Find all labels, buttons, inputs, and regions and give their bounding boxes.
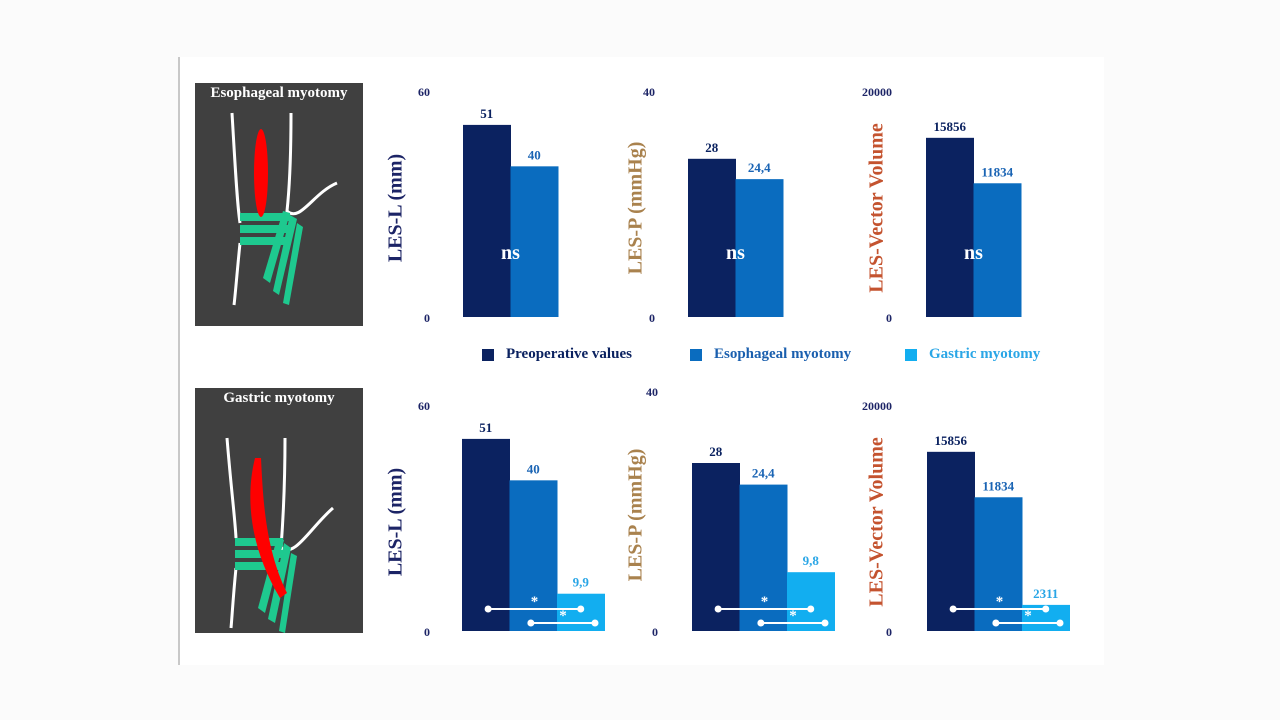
esophageal-myotomy-illustration: Esophageal myotomy — [195, 83, 363, 326]
y-tick-label: 0 — [886, 311, 892, 325]
data-label: 15856 — [934, 119, 967, 134]
significance-dot — [821, 619, 829, 627]
significance-dot — [484, 605, 492, 613]
significance-bracket: * — [992, 608, 1064, 627]
y-tick-label: 60 — [418, 85, 430, 99]
data-label: 40 — [527, 461, 540, 476]
bar-esophageal-myotomy — [739, 484, 788, 631]
significance-dot — [1056, 619, 1064, 627]
chart-1: 0 60 LES-L (mm) 51 40 ns — [385, 85, 559, 325]
bar-esophageal-myotomy — [735, 179, 784, 317]
data-label: 24,4 — [752, 466, 775, 481]
significance-star: * — [559, 608, 567, 624]
data-label: 51 — [480, 106, 493, 121]
data-label: 15856 — [935, 433, 968, 448]
data-label: 9,9 — [573, 575, 590, 590]
bar-preoperative-values — [692, 463, 740, 631]
significance-star: * — [996, 594, 1004, 610]
y-tick-label: 0 — [886, 625, 892, 639]
legend-item-preoperative: Preoperative values — [482, 346, 632, 363]
significance-dot — [577, 605, 585, 613]
significance-ns-label: ns — [726, 242, 745, 264]
chart-2: 0 40 LES-P (mmHg) 28 24,4 ns — [625, 85, 784, 325]
significance-star: * — [761, 594, 769, 610]
significance-bracket: * — [484, 594, 585, 613]
significance-dot — [807, 605, 815, 613]
y-tick-label: 0 — [424, 311, 430, 325]
stomach-diagram-icon — [225, 437, 334, 633]
bar-preoperative-values — [926, 137, 974, 317]
significance-dot — [1042, 605, 1050, 613]
significance-bracket: * — [949, 594, 1050, 613]
significance-dot — [992, 619, 1000, 627]
y-axis-label: LES-Vector Volume — [866, 123, 888, 293]
significance-dot — [591, 619, 599, 627]
significance-star: * — [1024, 608, 1032, 624]
data-label: 9,8 — [803, 553, 820, 568]
data-label: 24,4 — [748, 160, 771, 175]
significance-dot — [527, 619, 535, 627]
y-tick-label: 20000 — [862, 399, 892, 413]
data-label: 51 — [479, 420, 492, 435]
legend-swatch — [690, 348, 702, 361]
bar-esophageal-myotomy — [509, 480, 558, 631]
legend-label: Gastric myotomy — [929, 346, 1041, 362]
y-axis-label: LES-L (mm) — [385, 468, 407, 576]
significance-dot — [714, 605, 722, 613]
y-axis-label: LES-P (mmHg) — [625, 449, 647, 582]
significance-star: * — [531, 594, 539, 610]
data-label: 40 — [528, 147, 541, 162]
significance-ns-label: ns — [964, 242, 983, 264]
chart-3: 0 20000 LES-Vector Volume 15856 11834 ns — [862, 85, 1022, 325]
significance-bracket: * — [757, 608, 829, 627]
chart-5: 0 40 LES-P (mmHg) 28 24,4 9,8 * * — [625, 385, 835, 639]
significance-bracket: * — [527, 608, 599, 627]
gastric-myotomy-illustration: Gastric myotomy — [195, 388, 363, 633]
bar-esophageal-myotomy — [974, 497, 1023, 631]
legend-item-esophageal: Esophageal myotomy — [690, 346, 851, 363]
bar-preoperative-values — [927, 451, 975, 631]
legend-label: Esophageal myotomy — [714, 346, 852, 362]
legend-item-gastric: Gastric myotomy — [905, 346, 1040, 363]
data-label: 28 — [709, 444, 723, 459]
y-axis-label: LES-L (mm) — [385, 154, 407, 262]
bar-preoperative-values — [462, 438, 510, 631]
data-label: 2311 — [1033, 586, 1058, 601]
y-tick-label: 20000 — [862, 85, 892, 99]
y-tick-label: 40 — [643, 85, 655, 99]
y-tick-label: 60 — [418, 399, 430, 413]
significance-star: * — [789, 608, 797, 624]
y-tick-label: 40 — [646, 385, 658, 399]
legend-swatch — [482, 348, 494, 361]
significance-dot — [949, 605, 957, 613]
y-tick-label: 0 — [649, 311, 655, 325]
bar-esophageal-myotomy — [510, 166, 559, 317]
data-label: 11834 — [981, 164, 1013, 179]
y-axis-label: LES-P (mmHg) — [625, 142, 647, 275]
bar-preoperative-values — [688, 158, 736, 317]
bar-preoperative-values — [463, 124, 511, 318]
y-tick-label: 0 — [424, 625, 430, 639]
bar-esophageal-myotomy — [973, 183, 1022, 317]
significance-bracket: * — [714, 594, 815, 613]
esophagus-diagram-icon — [230, 112, 338, 306]
legend-label: Preoperative values — [506, 346, 632, 362]
data-label: 28 — [705, 140, 719, 155]
significance-dot — [757, 619, 765, 627]
significance-ns-label: ns — [501, 242, 520, 264]
legend-swatch — [905, 348, 917, 361]
data-label: 11834 — [982, 478, 1014, 493]
panel-title: Gastric myotomy — [223, 390, 335, 406]
y-axis-label: LES-Vector Volume — [866, 437, 888, 607]
chart-4: 0 60 LES-L (mm) 51 40 9,9 * * — [385, 399, 605, 639]
panel-title: Esophageal myotomy — [210, 85, 348, 101]
y-tick-label: 0 — [652, 625, 658, 639]
